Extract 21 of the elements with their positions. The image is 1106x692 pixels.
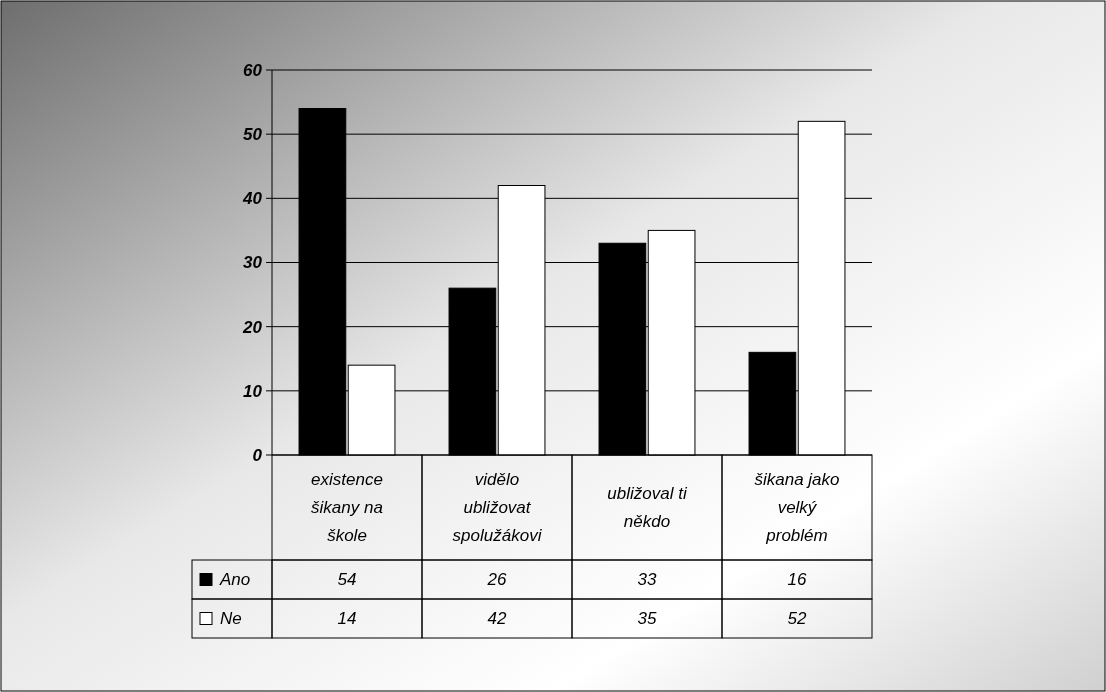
data-label: 14 [337,609,357,629]
x-tick-label: šikana jako velký problém [754,470,840,546]
data-label: 54 [337,570,357,590]
data-label: 33 [637,570,657,590]
legend-label: Ne [220,609,242,629]
x-tick-label: vidělo ubližovat spolužákovi [452,470,543,546]
x-tick-label: existence šikany na škole [311,470,383,546]
y-tick-label: 20 [242,317,263,337]
x-tick-label: ubližoval ti někdo [607,484,688,532]
data-label: 16 [787,570,807,590]
data-label: 42 [487,609,507,629]
data-label: 26 [486,570,507,590]
data-label: 52 [787,609,807,629]
y-tick-label: 40 [242,189,263,209]
y-tick-label: 60 [243,60,263,80]
data-label: 35 [637,609,657,629]
y-tick-label: 50 [243,125,263,145]
legend-label: Ano [219,570,251,590]
y-tick-label: 30 [243,253,263,273]
y-tick-label: 10 [243,381,263,401]
y-tick-label: 0 [252,445,263,465]
